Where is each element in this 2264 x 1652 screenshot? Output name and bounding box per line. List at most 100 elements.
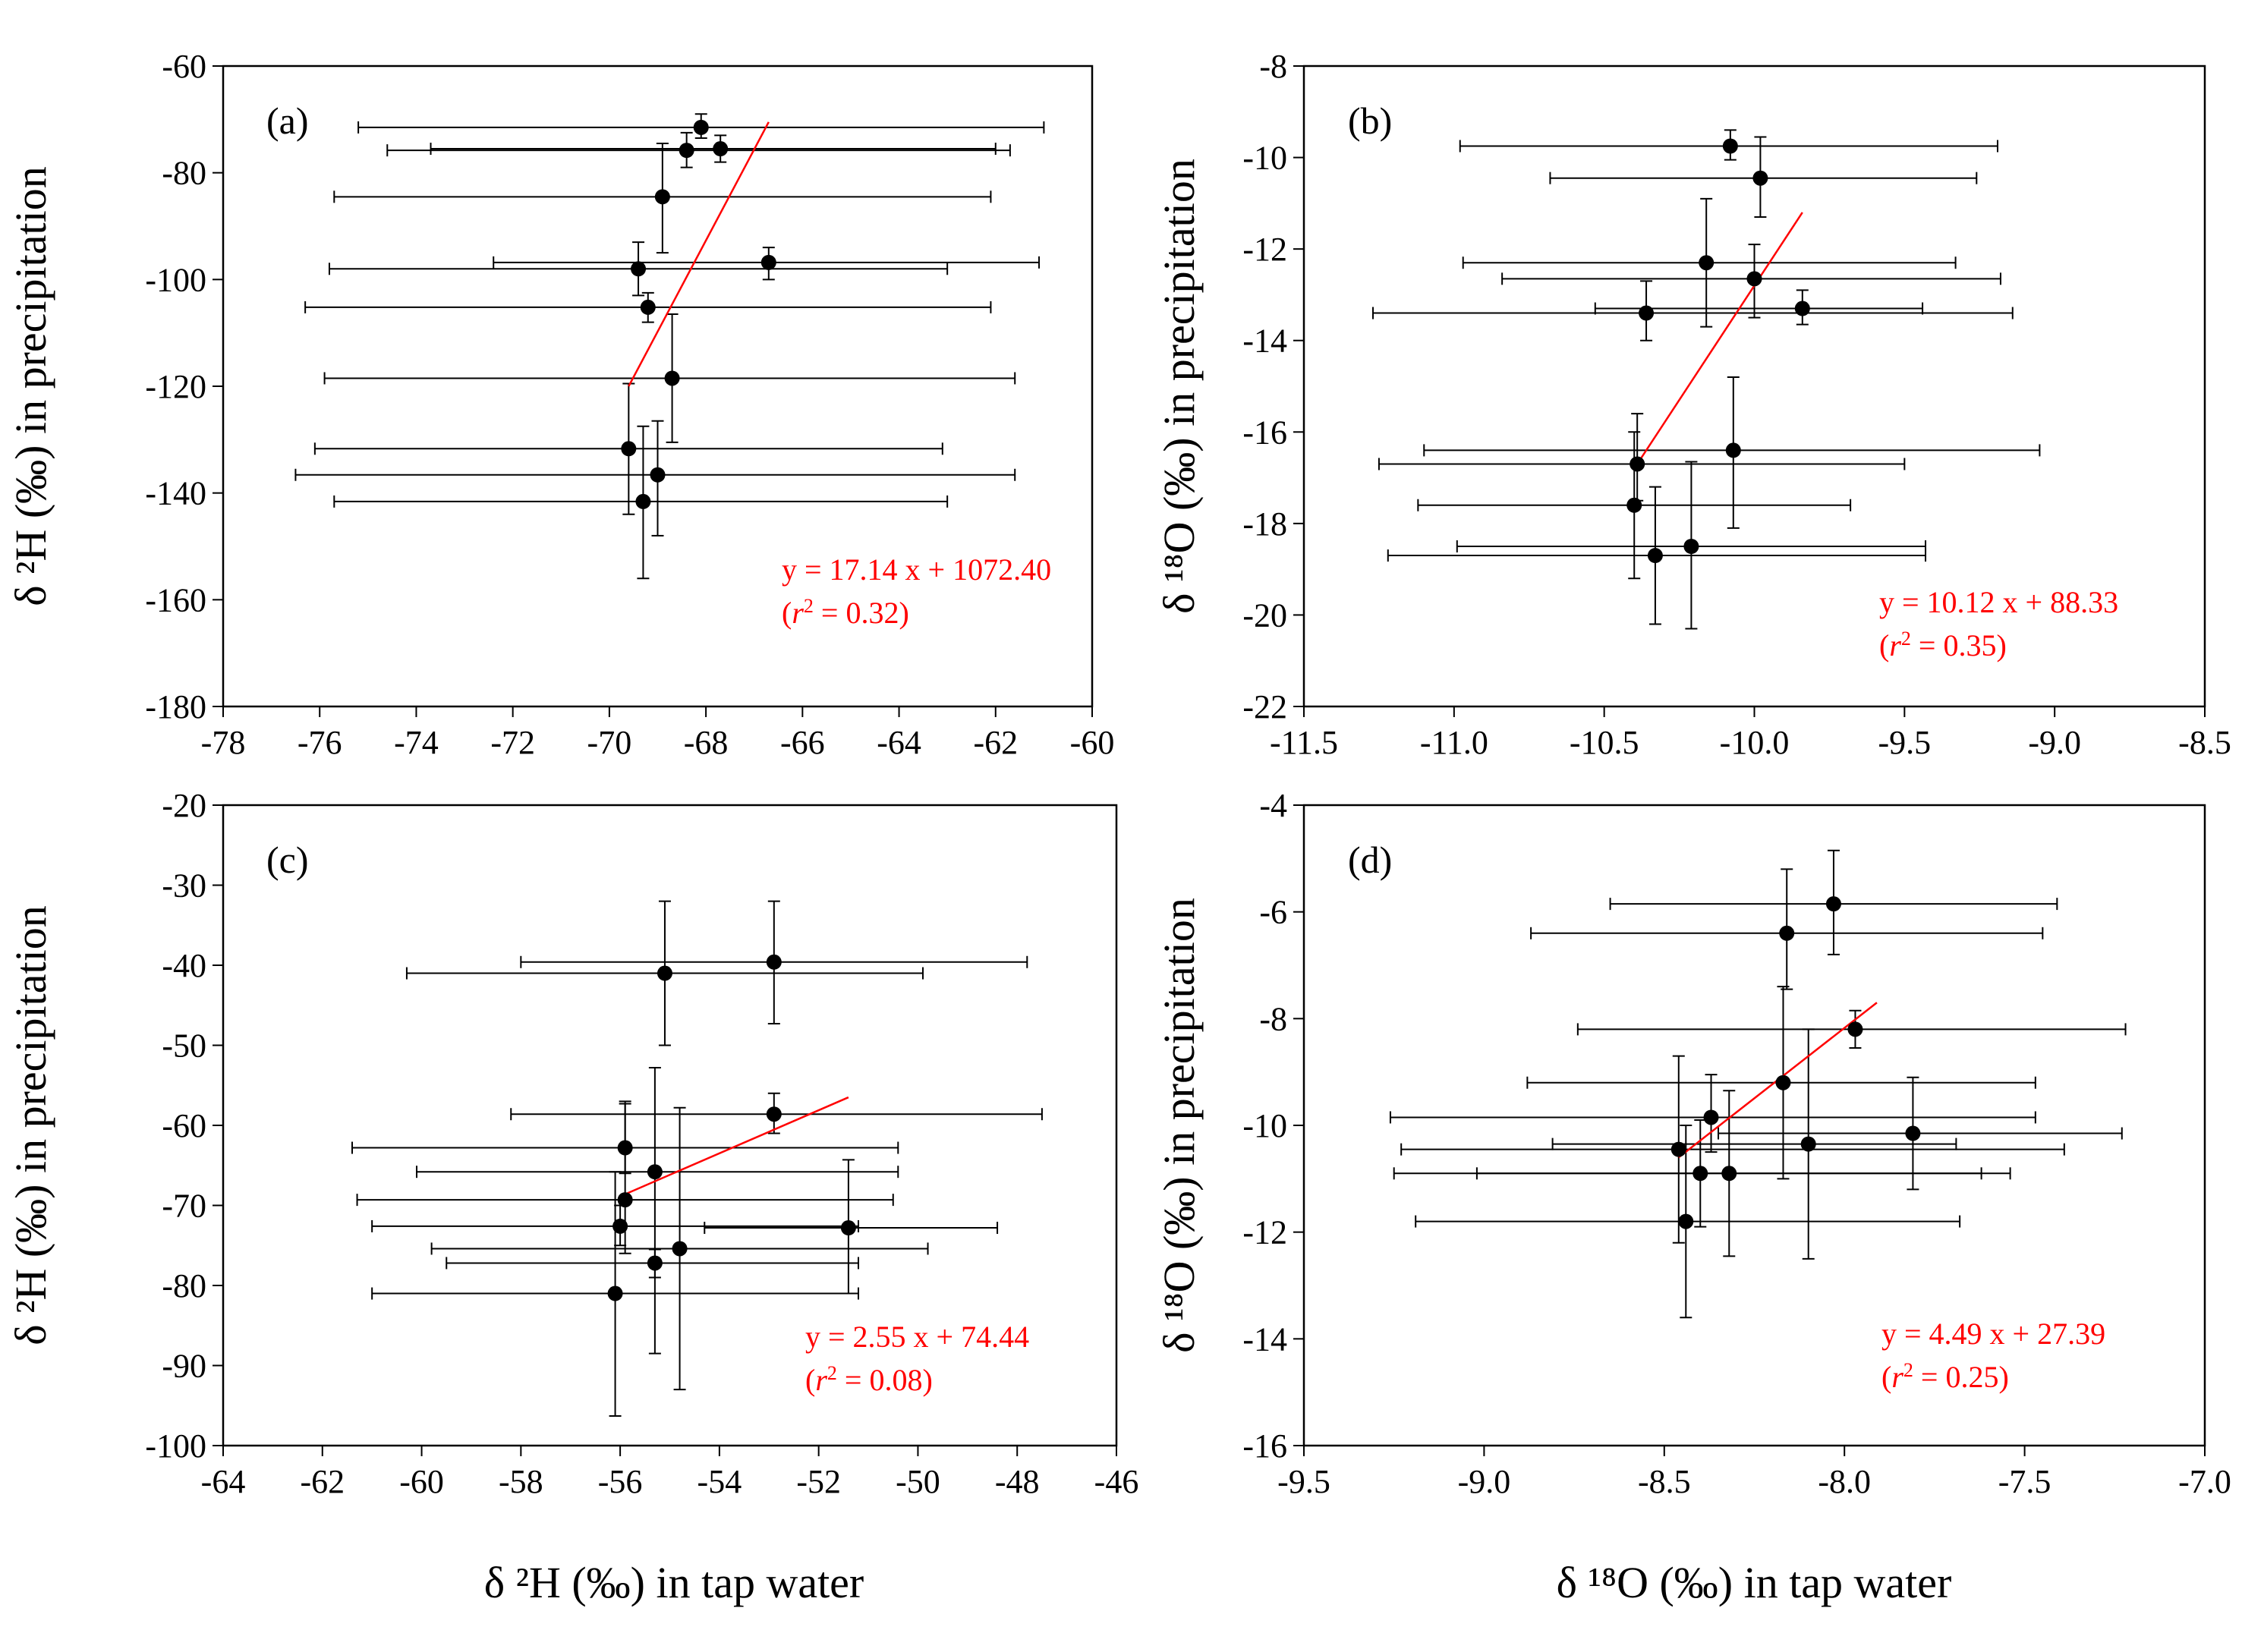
x-tick-label: -66 — [780, 724, 825, 761]
x-tick-label: -56 — [598, 1463, 643, 1500]
y-tick-label: -80 — [162, 155, 206, 192]
x-tick-label: -54 — [697, 1463, 742, 1500]
y-tick-label: -50 — [162, 1027, 206, 1065]
x-tick-label: -11.5 — [1270, 724, 1338, 761]
x-tick-label: -10.0 — [1720, 724, 1790, 761]
y-tick-label: -40 — [162, 947, 206, 984]
y-tick-label: -30 — [162, 867, 206, 905]
axis-ticks: -11.5 -11.0 -10.5 -10.0 -9.5 -9.0 -8.5 -22 -20 -1… — [1242, 48, 2231, 761]
y-tick-label: -80 — [162, 1267, 206, 1304]
x-tick-label: -68 — [684, 724, 729, 761]
data-point — [640, 299, 656, 315]
data-points — [1626, 138, 1810, 564]
regression-line-segment — [628, 121, 770, 387]
data-points — [1670, 896, 1921, 1229]
x-tick-label: -7.5 — [1998, 1463, 2051, 1500]
y-tick-label: -70 — [162, 1188, 206, 1225]
data-point — [713, 141, 729, 157]
x-tick-label: -60 — [1070, 724, 1115, 761]
data-point — [612, 1218, 628, 1234]
y-tick-label: -140 — [145, 475, 206, 512]
regression-line-segment — [1636, 212, 1803, 465]
data-point — [693, 119, 709, 135]
data-point — [1699, 255, 1715, 271]
y-tick-label: -100 — [145, 1427, 206, 1465]
x-tick-label: -52 — [796, 1463, 841, 1500]
regression-line — [628, 121, 770, 387]
x-tick-label: -9.5 — [1277, 1463, 1330, 1500]
regression-equation: y = 2.55 x + 74.44 — [805, 1320, 1029, 1354]
data-point — [650, 467, 666, 483]
x-tick-label: -10.5 — [1570, 724, 1639, 761]
data-point — [664, 370, 680, 386]
data-point — [1779, 925, 1795, 941]
data-points — [621, 119, 776, 509]
y-tick-label: -20 — [1242, 596, 1287, 634]
panel-a: (a) -78 -76 -74 -72 -70 -68 -66 -64 -62 -60 -180 -1… — [6, 48, 1114, 761]
y-tick-label: -60 — [162, 48, 206, 85]
data-point — [607, 1285, 623, 1301]
x-axis-title-left: δ ²H (‰) in tap water — [484, 1558, 864, 1607]
y-axis-title: δ ²H (‰) in precipitation — [6, 905, 55, 1345]
data-point — [1746, 271, 1762, 287]
error-bars — [294, 113, 1045, 580]
panel-b: (b) -11.5 -11.0 -10.5 -10.0 -9.5 -9.0 -8.5-22-… — [1154, 48, 2231, 761]
y-tick-label: -12 — [1242, 1214, 1287, 1251]
y-tick-label: -8 — [1259, 1000, 1287, 1037]
y-axis-title: δ ²H (‰) in precipitation — [6, 166, 55, 606]
data-point — [1626, 497, 1642, 513]
x-tick-label: -50 — [896, 1463, 940, 1500]
data-point — [1692, 1166, 1708, 1182]
y-tick-label: -22 — [1242, 688, 1287, 725]
data-point — [635, 493, 651, 509]
r-squared-label: (r2 = 0.25) — [1881, 1359, 2009, 1394]
x-tick-label: -62 — [973, 724, 1018, 761]
x-tick-label: -78 — [201, 724, 246, 761]
x-tick-label: -9.0 — [1458, 1463, 1511, 1500]
regression-equation: y = 10.12 x + 88.33 — [1879, 585, 2118, 619]
x-tick-label: -11.0 — [1420, 724, 1488, 761]
y-tick-label: -100 — [145, 261, 206, 298]
data-point — [1683, 539, 1699, 554]
axis-ticks: -64 -62 -60 -58 -56 -54 -52 -50 -48 -46 -100 -90 -80… — [145, 787, 1138, 1500]
x-axis-title-right: δ ¹⁸O (‰) in tap water — [1557, 1558, 1952, 1607]
y-tick-label: -160 — [145, 581, 206, 618]
y-tick-label: -60 — [162, 1107, 206, 1144]
x-tick-label: -62 — [300, 1463, 345, 1500]
x-tick-label: -70 — [587, 724, 632, 761]
data-point — [657, 965, 672, 981]
data-point — [1794, 301, 1810, 316]
y-tick-label: -14 — [1242, 323, 1287, 360]
data-point — [1752, 170, 1768, 186]
data-point — [1725, 442, 1741, 458]
axis-ticks: -9.5 -9.0 -8.5 -8.0 -7.5 -7.0 -16 -14 -12 -10 -8 -6… — [1242, 787, 2231, 1500]
data-point — [679, 143, 694, 159]
x-tick-label: -8.0 — [1818, 1463, 1871, 1500]
y-tick-label: -16 — [1242, 1427, 1287, 1465]
y-axis-title: δ ¹⁸O (‰) in precipitation — [1154, 898, 1204, 1353]
data-point — [1703, 1109, 1719, 1125]
data-point — [1670, 1141, 1686, 1157]
data-point — [617, 1192, 633, 1208]
x-tick-label: -64 — [201, 1463, 246, 1500]
x-tick-label: -9.5 — [1878, 724, 1932, 761]
y-tick-label: -14 — [1242, 1320, 1287, 1358]
y-tick-label: -10 — [1242, 1107, 1287, 1144]
data-point — [1678, 1213, 1694, 1229]
y-tick-label: -12 — [1242, 231, 1287, 268]
r-squared-label: (r2 = 0.32) — [782, 595, 909, 630]
data-point — [766, 1106, 782, 1122]
panel-c: (c) -64 -62 -60 -58 -56 -54 -52 -50 -48 -46 -100 -9… — [6, 787, 1138, 1500]
data-point — [760, 254, 776, 270]
r-squared-label: (r2 = 0.08) — [805, 1362, 933, 1397]
data-point — [654, 189, 670, 205]
r-squared-label: (r2 = 0.35) — [1879, 628, 2007, 662]
panel-label: (c) — [266, 839, 309, 881]
panel-label: (b) — [1348, 99, 1392, 142]
data-point — [766, 954, 782, 970]
y-tick-label: -16 — [1242, 414, 1287, 451]
y-tick-label: -90 — [162, 1348, 206, 1385]
regression-equation: y = 17.14 x + 1072.40 — [782, 552, 1051, 587]
y-tick-label: -6 — [1259, 894, 1287, 931]
panel-label: (d) — [1348, 839, 1392, 881]
